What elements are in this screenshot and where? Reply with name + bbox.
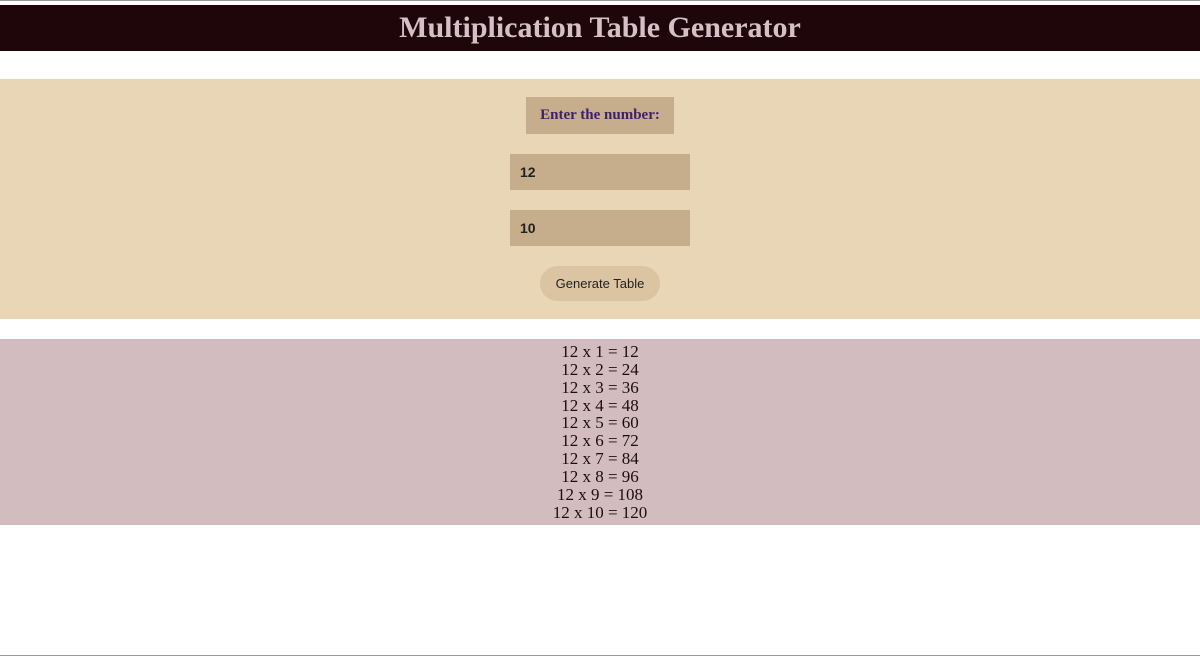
number-label: Enter the number: <box>526 97 674 134</box>
output-row: 12 x 6 = 72 <box>0 432 1200 450</box>
generate-button[interactable]: Generate Table <box>540 266 661 301</box>
output-section: 12 x 1 = 12 12 x 2 = 24 12 x 3 = 36 12 x… <box>0 339 1200 525</box>
output-row: 12 x 8 = 96 <box>0 468 1200 486</box>
output-row: 12 x 9 = 108 <box>0 486 1200 504</box>
output-row: 12 x 1 = 12 <box>0 343 1200 361</box>
output-row: 12 x 7 = 84 <box>0 450 1200 468</box>
output-row: 12 x 2 = 24 <box>0 361 1200 379</box>
output-row: 12 x 10 = 120 <box>0 504 1200 522</box>
page-header: Multiplication Table Generator <box>0 5 1200 51</box>
output-row: 12 x 3 = 36 <box>0 379 1200 397</box>
output-row: 12 x 4 = 48 <box>0 397 1200 415</box>
count-input[interactable] <box>510 210 690 246</box>
page-title: Multiplication Table Generator <box>0 11 1200 45</box>
form-section: Enter the number: Generate Table <box>0 79 1200 319</box>
output-row: 12 x 5 = 60 <box>0 414 1200 432</box>
number-input[interactable] <box>510 154 690 190</box>
